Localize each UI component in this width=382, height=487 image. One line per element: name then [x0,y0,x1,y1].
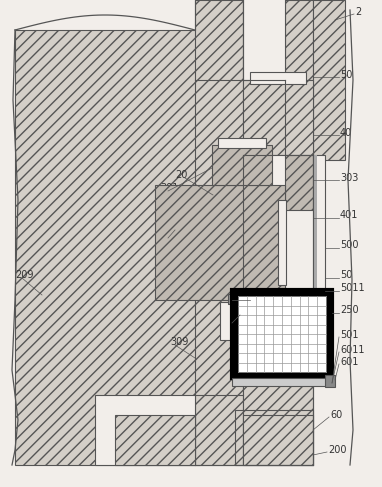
Bar [243,0,285,80]
Text: 501: 501 [340,330,358,340]
Bar [232,378,332,386]
Bar [238,296,326,372]
Bar [15,30,200,465]
Text: 2: 2 [355,7,361,17]
Text: 200: 200 [328,445,346,455]
Text: 250: 250 [340,305,359,315]
Bar [313,155,325,380]
Text: 431: 431 [225,293,243,303]
Text: 40: 40 [340,128,352,138]
Bar [195,0,243,465]
Bar [313,0,345,160]
Bar [243,415,313,465]
Text: 20: 20 [175,170,188,180]
Bar [325,375,335,387]
Text: 301: 301 [160,183,178,193]
Bar [155,185,285,300]
Bar [285,0,313,80]
Text: 30: 30 [160,230,172,240]
Bar [212,145,272,185]
Bar [232,290,332,378]
Text: 401: 401 [340,210,358,220]
Text: 500: 500 [340,240,358,250]
Bar [243,80,313,155]
Bar [250,72,306,84]
Bar [228,294,250,304]
Text: 60: 60 [330,410,342,420]
Bar [220,302,255,340]
Text: 209: 209 [15,270,34,280]
Text: 50: 50 [340,270,352,280]
Bar [243,155,285,385]
Text: 5011: 5011 [340,283,365,293]
Bar [235,410,313,465]
Bar [278,200,286,285]
Text: 6011: 6011 [340,345,364,355]
Bar [95,395,195,465]
Text: 302: 302 [224,315,243,325]
Bar [218,138,266,148]
Text: 601: 601 [340,357,358,367]
Bar [243,385,313,465]
Text: 309: 309 [170,337,188,347]
Bar [115,415,195,465]
Bar [285,155,313,210]
Bar [313,155,317,380]
Text: 50: 50 [340,70,352,80]
Text: 303: 303 [340,173,358,183]
